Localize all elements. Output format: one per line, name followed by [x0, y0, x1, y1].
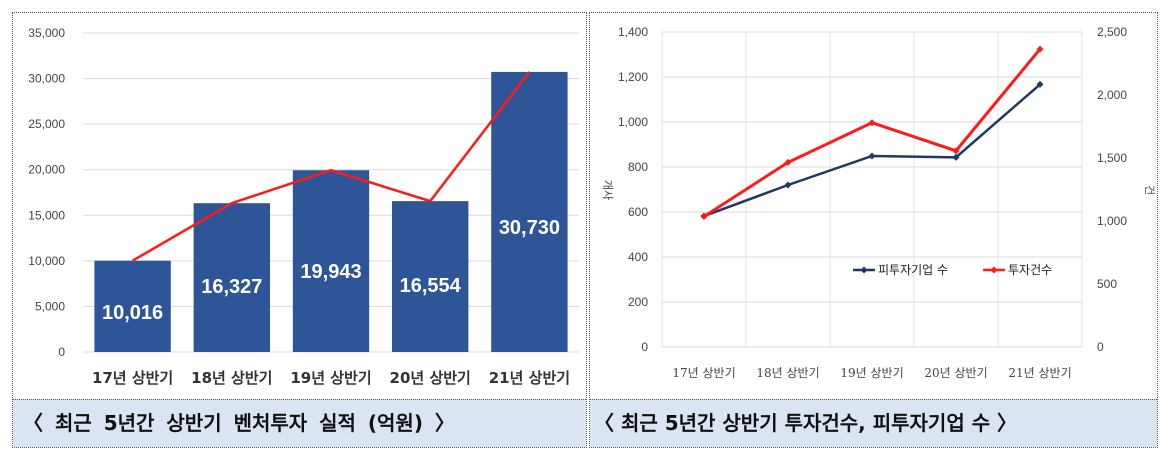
bar [392, 201, 469, 352]
series-marker [952, 153, 960, 161]
investment-count-panel: 0 200 400 600 800 1,000 1,200 1,400 0 500 1,000 1,5… [589, 12, 1158, 448]
y-tick-label: 5,000 [35, 299, 65, 313]
bar [193, 203, 270, 352]
y-tick-label: 10,000 [28, 254, 65, 268]
series-marker [1036, 45, 1044, 53]
right-y-tick-label: 0 [1097, 340, 1104, 354]
y-tick-label: 25,000 [28, 117, 65, 131]
left-y-tick-label: 0 [641, 340, 648, 354]
right-caption-text: 〈 최근 5년간 상반기 투자건수, 피투자기업 수 〉 [594, 411, 1018, 435]
x-category-label: 20년 상반기 [390, 369, 471, 387]
left-caption-text: 〈 최근 5년간 상반기 벤처투자 실적 (억원) 〉 [23, 411, 455, 435]
bar-data-label: 16,554 [400, 275, 462, 297]
legend-swatch-marker [860, 266, 868, 274]
right-chart-caption: 〈 최근 5년간 상반기 투자건수, 피투자기업 수 〉 [590, 399, 1157, 447]
left-y-tick-label: 1,400 [618, 25, 648, 39]
x-category-label: 17년 상반기 [672, 366, 735, 380]
bar [94, 260, 171, 352]
series-marker [952, 147, 960, 155]
left-y-tick-label: 400 [628, 250, 648, 264]
bar [491, 71, 568, 352]
y-tick-label: 0 [58, 345, 65, 359]
left-y-tick-label: 600 [628, 205, 648, 219]
left-chart-caption: 〈 최근 5년간 상반기 벤처투자 실적 (억원) 〉 [13, 399, 586, 447]
x-category-label: 19년 상반기 [840, 366, 903, 380]
y-tick-label: 30,000 [28, 72, 65, 86]
x-category-label: 20년 상반기 [924, 366, 987, 380]
y-tick-label: 15,000 [28, 208, 65, 222]
x-category-label: 21년 상반기 [489, 369, 570, 387]
right-y-tick-label: 2,500 [1097, 25, 1127, 39]
left-y-tick-label: 200 [628, 295, 648, 309]
x-category-label: 19년 상반기 [290, 369, 371, 387]
right-y-tick-label: 1,000 [1097, 214, 1127, 228]
legend-label: 투자건수 [1008, 263, 1052, 277]
bar-data-label: 19,943 [300, 261, 361, 283]
series-marker [784, 158, 792, 166]
series-line [703, 48, 1042, 218]
right-axis-title: 건 [1143, 185, 1156, 195]
series-marker [1036, 80, 1044, 88]
bar-chart-area: 0 5,000 10,000 15,000 20,000 25,000 30,000 35,0… [13, 13, 586, 398]
bar-data-label: 30,730 [499, 217, 560, 239]
series-line [703, 83, 1041, 218]
venture-investment-panel: 0 5,000 10,000 15,000 20,000 25,000 30,000 35,0… [12, 12, 587, 448]
venture-investment-bar-chart: 0 5,000 10,000 15,000 20,000 25,000 30,000 35,0… [28, 26, 579, 387]
left-y-tick-label: 800 [628, 160, 648, 174]
left-axis-title: 개사 [601, 180, 614, 200]
x-category-label: 21년 상반기 [1008, 366, 1071, 380]
left-y-tick-label: 1,200 [618, 70, 648, 84]
series-marker [868, 119, 876, 127]
series-marker [868, 152, 876, 160]
right-y-tick-label: 1,500 [1097, 151, 1127, 165]
legend-label: 피투자기업 수 [878, 263, 948, 277]
left-y-tick-label: 1,000 [618, 115, 648, 129]
x-category-label: 18년 상반기 [756, 366, 819, 380]
series-marker [700, 212, 708, 220]
trend-line [131, 71, 531, 262]
bar [292, 170, 370, 352]
right-y-tick-label: 2,000 [1097, 88, 1127, 102]
line-chart-area: 0 200 400 600 800 1,000 1,200 1,400 0 500 1,000 1,5… [590, 13, 1157, 398]
x-category-label: 18년 상반기 [191, 369, 272, 387]
legend-swatch-marker [990, 266, 998, 274]
bar-data-label: 16,327 [201, 276, 262, 298]
x-category-label: 17년 상반기 [92, 369, 173, 387]
y-tick-label: 35,000 [28, 26, 65, 40]
bar-data-label: 10,016 [102, 302, 163, 324]
right-y-tick-label: 500 [1097, 277, 1117, 291]
series-marker [784, 181, 792, 189]
investment-count-line-chart: 0 200 400 600 800 1,000 1,200 1,400 0 500 1,000 1,5… [601, 25, 1156, 380]
y-tick-label: 20,000 [28, 163, 65, 177]
